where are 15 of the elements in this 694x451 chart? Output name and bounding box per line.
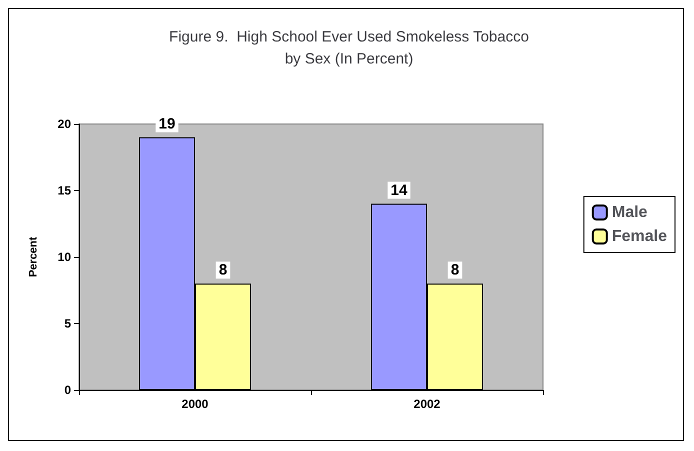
chart-title: Figure 9. High School Ever Used Smokeless Tobacco by Sex (In Percent)	[169, 28, 529, 68]
data-label: 19	[158, 115, 176, 132]
data-label: 8	[450, 262, 460, 279]
y-tick-label: 0	[64, 383, 72, 397]
legend-label: Male	[612, 204, 648, 221]
data-label: 8	[218, 262, 228, 279]
y-tick-label: 5	[64, 316, 72, 330]
x-tick-label: 2002	[414, 397, 441, 411]
y-tick-label: 15	[58, 184, 72, 198]
legend-label: Female	[612, 228, 668, 245]
y-tick-label: 20	[58, 117, 72, 131]
y-tick-label: 10	[58, 250, 72, 264]
x-tick-label: 2000	[182, 397, 209, 411]
data-label: 14	[390, 182, 408, 199]
y-axis-title: Percent	[28, 236, 40, 278]
